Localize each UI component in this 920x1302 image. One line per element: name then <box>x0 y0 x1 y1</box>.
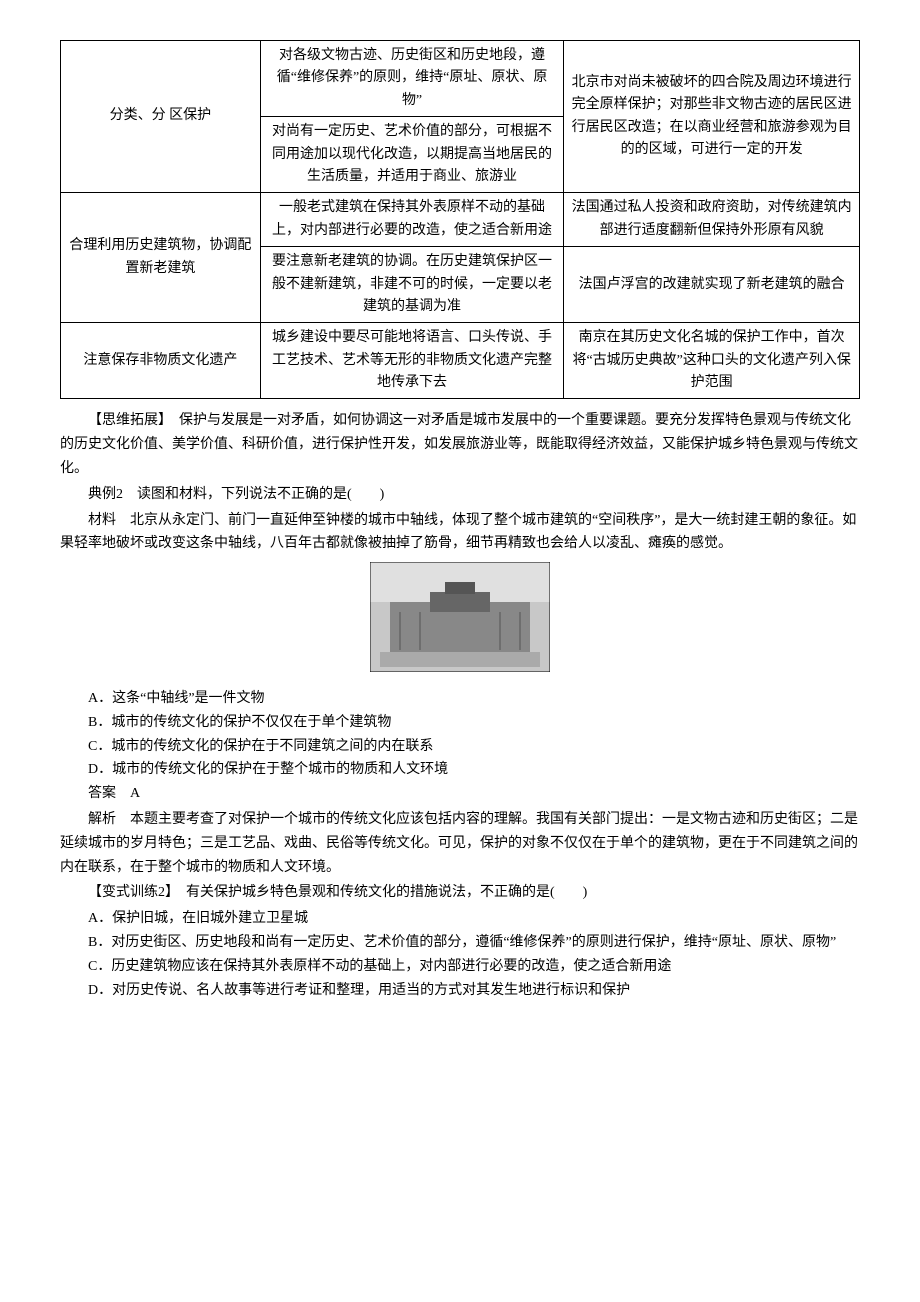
row3-measure: 城乡建设中要尽可能地将语言、口头传说、手工艺技术、艺术等无形的非物质文化遗产完整… <box>260 323 564 399</box>
answer-label: 答案 <box>88 786 116 801</box>
row2-example-a: 法国通过私人投资和政府资助，对传统建筑内部进行适度翻新但保持外形原有风貌 <box>564 193 860 247</box>
protection-table: 分类、分 区保护 对各级文物古迹、历史街区和历史地段，遵循“维修保养”的原则，维… <box>60 40 860 399</box>
example2-line: 典例2 读图和材料，下列说法不正确的是( ) <box>60 483 860 507</box>
row2-category: 合理利用历史建筑物，协调配置新老建筑 <box>61 193 261 323</box>
v-option-b: B．对历史街区、历史地段和尚有一定历史、艺术价值的部分，遵循“维修保养”的原则进… <box>60 931 860 955</box>
variant2-label: 【变式训练2】 <box>88 885 172 900</box>
answer-line: 答案 A <box>60 782 860 806</box>
row1-category: 分类、分 区保护 <box>61 41 261 193</box>
analysis-line: 解析 本题主要考查了对保护一个城市的传统文化应该包括内容的理解。我国有关部门提出… <box>60 808 860 879</box>
row2-measure-a: 一般老式建筑在保持其外表原样不动的基础上，对内部进行必要的改造，使之适合新用途 <box>260 193 564 247</box>
row1-measure-b: 对尚有一定历史、艺术价值的部分，可根据不同用途加以现代化改造，以期提高当地居民的… <box>260 117 564 193</box>
row2-measure-b: 要注意新老建筑的协调。在历史建筑保护区一般不建新建筑，非建不可的时候，一定要以老… <box>260 247 564 323</box>
example2-stem: 读图和材料，下列说法不正确的是( ) <box>137 487 384 502</box>
option-d: D．城市的传统文化的保护在于整个城市的物质和人文环境 <box>60 758 860 782</box>
v-option-a: A．保护旧城，在旧城外建立卫星城 <box>60 907 860 931</box>
example2-label: 典例2 <box>88 487 123 502</box>
v-option-d: D．对历史传说、名人故事等进行考证和整理，用适当的方式对其发生地进行标识和保护 <box>60 979 860 1003</box>
option-c: C．城市的传统文化的保护在于不同建筑之间的内在联系 <box>60 735 860 759</box>
row3-example: 南京在其历史文化名城的保护工作中，首次将“古城历史典故”这种口头的文化遗产列入保… <box>564 323 860 399</box>
analysis-label: 解析 <box>88 812 116 827</box>
row2-example-b: 法国卢浮宫的改建就实现了新老建筑的融合 <box>564 247 860 323</box>
v-option-c: C．历史建筑物应该在保持其外表原样不动的基础上，对内部进行必要的改造，使之适合新… <box>60 955 860 979</box>
variant2-line: 【变式训练2】 有关保护城乡特色景观和传统文化的措施说法，不正确的是( ) <box>60 881 860 905</box>
answer-text: A <box>130 786 140 801</box>
analysis-text: 本题主要考查了对保护一个城市的传统文化应该包括内容的理解。我国有关部门提出：一是… <box>60 812 858 875</box>
thought-ext-text: 保护与发展是一对矛盾，如何协调这一对矛盾是城市发展中的一个重要课题。要充分发挥特… <box>60 413 858 476</box>
row1-example: 北京市对尚未被破坏的四合院及周边环境进行完全原样保护；对那些非文物古迹的居民区进… <box>564 41 860 193</box>
thought-extension: 【思维拓展】 保护与发展是一对矛盾，如何协调这一对矛盾是城市发展中的一个重要课题… <box>60 409 860 480</box>
option-a: A．这条“中轴线”是一件文物 <box>60 687 860 711</box>
material-line: 材料 北京从永定门、前门一直延伸至钟楼的城市中轴线，体现了整个城市建筑的“空间秩… <box>60 509 860 557</box>
row3-category: 注意保存非物质文化遗产 <box>61 323 261 399</box>
row1-measure-a: 对各级文物古迹、历史街区和历史地段，遵循“维修保养”的原则，维持“原址、原状、原… <box>260 41 564 117</box>
forbidden-city-image <box>60 562 860 681</box>
option-b: B．城市的传统文化的保护不仅仅在于单个建筑物 <box>60 711 860 735</box>
material-text: 北京从永定门、前门一直延伸至钟楼的城市中轴线，体现了整个城市建筑的“空间秩序”，… <box>60 513 856 552</box>
thought-ext-label: 【思维拓展】 <box>88 413 165 428</box>
material-label: 材料 <box>88 513 116 528</box>
variant2-stem: 有关保护城乡特色景观和传统文化的措施说法，不正确的是( ) <box>186 885 587 900</box>
